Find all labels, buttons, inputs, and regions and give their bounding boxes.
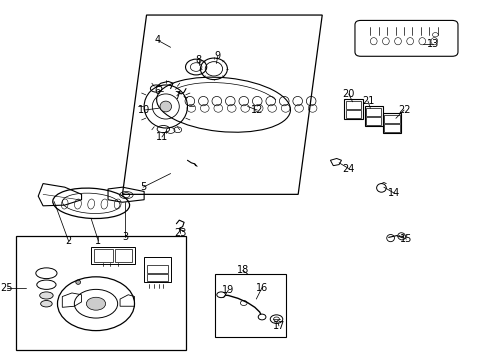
Text: 16: 16 <box>255 283 267 293</box>
Text: 3: 3 <box>122 232 128 242</box>
Bar <box>382 113 400 133</box>
Text: 25: 25 <box>0 283 13 293</box>
Ellipse shape <box>41 301 52 307</box>
Ellipse shape <box>40 292 53 299</box>
Text: 7: 7 <box>173 91 180 101</box>
Bar <box>366 108 381 116</box>
Bar <box>384 115 399 123</box>
Text: 8: 8 <box>195 55 201 65</box>
Text: 2: 2 <box>65 236 72 246</box>
Ellipse shape <box>76 280 81 284</box>
Ellipse shape <box>160 101 171 112</box>
Ellipse shape <box>86 297 105 310</box>
Text: 17: 17 <box>272 321 285 331</box>
Bar <box>384 124 399 132</box>
Bar <box>146 274 168 281</box>
Text: 4: 4 <box>154 35 161 45</box>
Bar <box>364 106 382 126</box>
Text: 6: 6 <box>154 86 161 96</box>
Bar <box>214 274 285 337</box>
Bar <box>144 257 170 282</box>
Bar <box>366 117 381 125</box>
Text: 20: 20 <box>342 89 354 99</box>
Text: 12: 12 <box>250 105 263 115</box>
Text: 23: 23 <box>174 228 186 238</box>
Text: 22: 22 <box>397 105 409 115</box>
Text: 21: 21 <box>361 96 373 106</box>
Text: 11: 11 <box>156 132 168 142</box>
Bar <box>93 249 113 262</box>
Bar <box>146 265 168 273</box>
Text: 14: 14 <box>387 188 400 198</box>
Bar <box>16 235 186 350</box>
Text: 5: 5 <box>140 182 146 192</box>
Bar <box>91 247 134 264</box>
Text: 1: 1 <box>95 236 101 246</box>
Text: 10: 10 <box>138 105 150 115</box>
Text: 19: 19 <box>222 285 234 295</box>
Text: 15: 15 <box>400 234 412 244</box>
Text: 24: 24 <box>342 163 354 174</box>
Bar <box>115 249 132 262</box>
Ellipse shape <box>258 314 265 320</box>
Bar <box>344 99 362 119</box>
Text: 9: 9 <box>214 51 221 61</box>
Bar <box>345 110 361 118</box>
Bar <box>345 101 361 109</box>
Text: 18: 18 <box>236 265 248 275</box>
Ellipse shape <box>216 292 225 298</box>
Text: 13: 13 <box>426 39 438 49</box>
